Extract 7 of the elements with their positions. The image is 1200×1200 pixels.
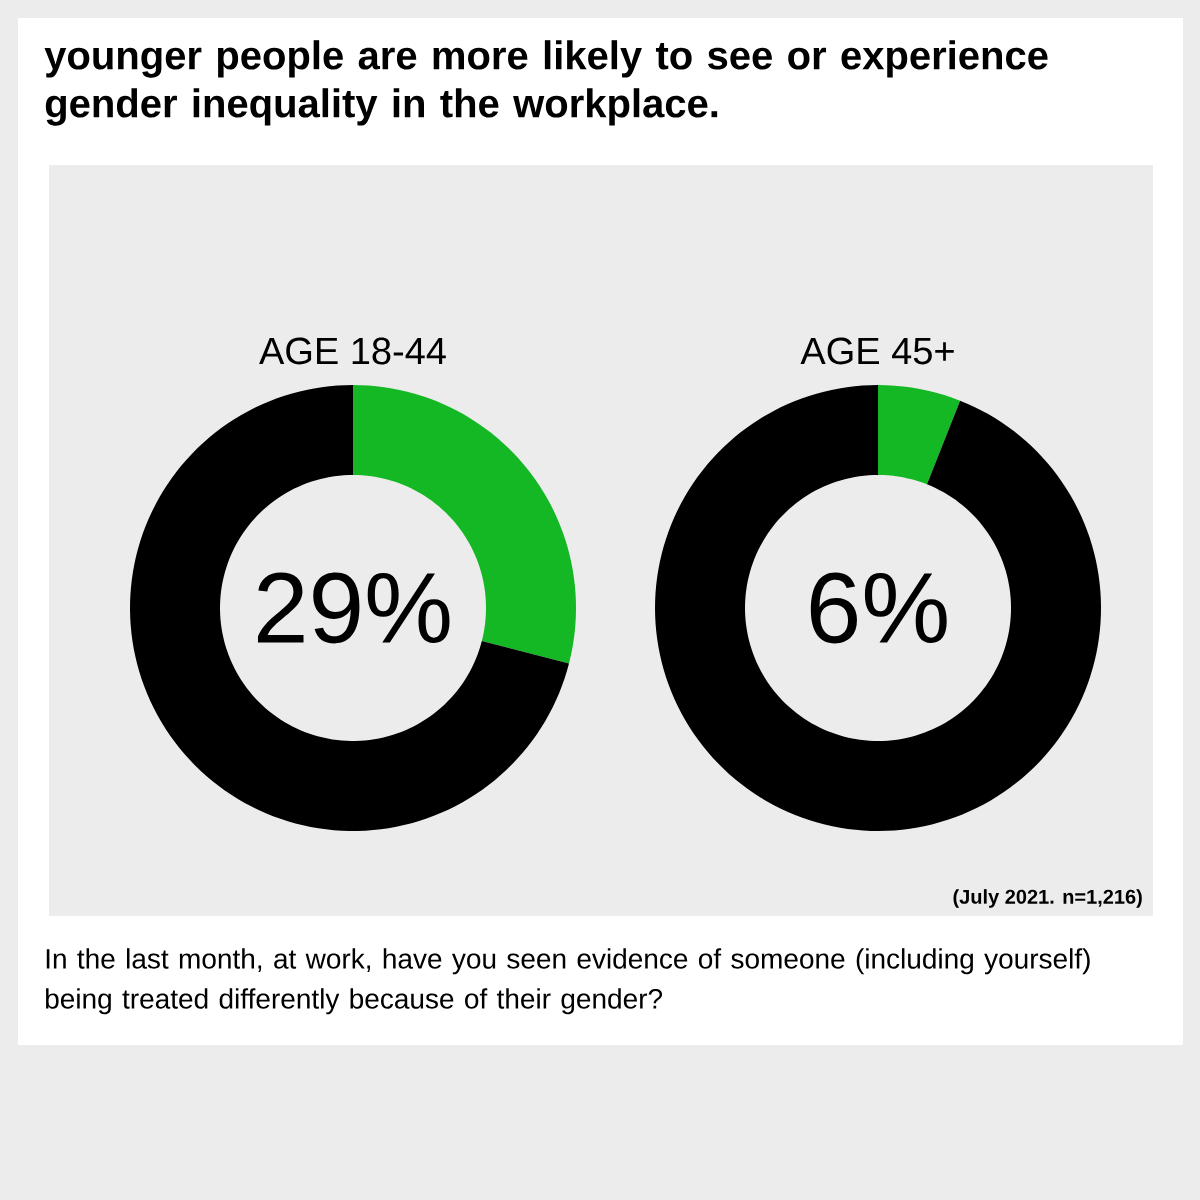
text: 29% <box>257 572 450 644</box>
text: (July 2021. n=1,216) <box>953 889 1142 908</box>
text: younger people are more likely to see or experience gender inequality in the workplace. <box>44 40 1048 126</box>
chart-title: AGE 18-44 <box>259 337 446 365</box>
chart-title: AGE 45+ <box>800 337 954 365</box>
text: In the last month, at work, have you seen evidence of someone (including yourself) being treated differently because of their gender? <box>46 948 1090 1015</box>
text: 6% <box>810 572 947 644</box>
